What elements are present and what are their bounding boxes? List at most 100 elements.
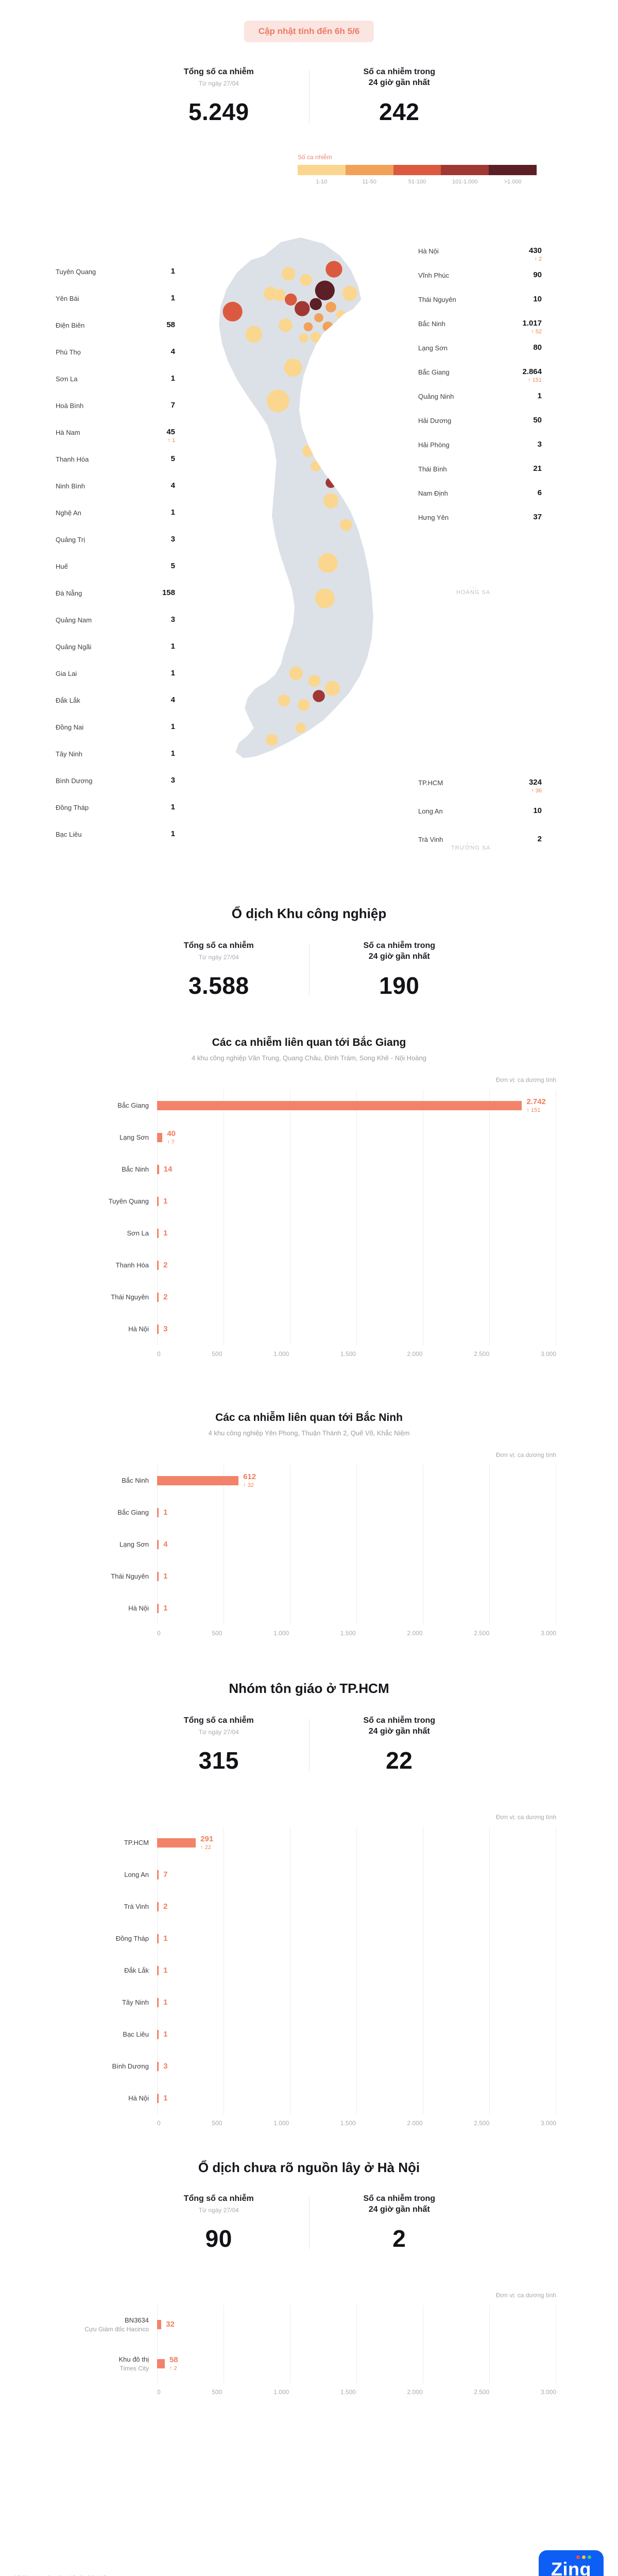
bar: [157, 1965, 159, 1975]
province-name: Đồng Tháp: [56, 804, 89, 811]
axis-tick-label: 500: [212, 1350, 222, 1358]
chart-gridlines: [157, 1465, 556, 1624]
stat-total-label: Tổng số ca nhiễm: [183, 941, 254, 950]
province-value: 7: [170, 401, 175, 410]
axis-tick-label: 500: [212, 1630, 222, 1637]
province-value: 58: [166, 320, 175, 329]
province-value: 10: [533, 295, 542, 303]
province-name: Đắk Lắk: [56, 697, 80, 704]
province-name: Hải Phòng: [418, 441, 450, 449]
chart-rows: TP.HCM 291 ↑ 22 Long An 7 Trà Vinh: [62, 1827, 556, 2114]
bar-value: 14: [163, 1164, 173, 1174]
province-stat: Lạng Sơn 80: [418, 343, 542, 367]
province-name: Long An: [418, 807, 443, 815]
regions-bin-101-1000: [295, 301, 336, 702]
bar: [157, 2061, 159, 2071]
bar-value: 4: [163, 1539, 168, 1549]
province-name: Đà Nẵng: [56, 589, 82, 597]
bar-label: Khu đô thị: [118, 2355, 149, 2364]
province-delta: ↑ 2: [534, 256, 542, 262]
update-badge: Cập nhật tính đến 6h 5/6: [244, 21, 374, 42]
province-value: 3: [170, 535, 175, 544]
source-note: Số liệu dựa trên công bố của Bộ Y tế: [13, 2575, 106, 2576]
bar-delta: ↑ 151: [526, 1107, 541, 1113]
section-title-religious: Nhóm tôn giáo ở TP.HCM: [229, 1681, 389, 1696]
bar-value: 32: [166, 2319, 175, 2329]
legend-bin-label: 11-50: [362, 179, 376, 185]
map-left-labels: Tuyên Quang 1 Yên Bái 1 Điện Biên 58: [56, 267, 175, 856]
x-axis-ticks: 0 500 1.000 1.500 2.000 2.500 3.000: [157, 1350, 556, 1358]
province-name: Quảng Trị: [56, 536, 85, 544]
chart-rows: Bắc Ninh 612 ↑ 32 Bắc Giang 1 Lạng Sơ: [62, 1465, 556, 1624]
province-name: Trà Vinh: [418, 836, 443, 843]
section-title-industrial: Ổ dịch Khu công nghiệp: [231, 906, 387, 921]
bar-row: Thanh Hóa 2: [62, 1249, 556, 1281]
axis-tick-label: 1.500: [340, 2388, 356, 2396]
bar-delta: ↑ 32: [243, 1482, 254, 1488]
stat-recent-value: 242: [379, 98, 420, 125]
chart-unit-note: Đơn vị: ca dương tính: [495, 1076, 556, 1083]
bar-label: Lạng Sơn: [119, 1133, 149, 1142]
axis-tick-label: 1.500: [340, 2120, 356, 2127]
x-axis-ticks: 0 500 1.000 1.500 2.000 2.500 3.000: [157, 1630, 556, 1637]
province-name: Hải Dương: [418, 417, 452, 425]
province-name: Tuyên Quang: [56, 268, 96, 276]
province-stat: Đồng Tháp 1: [56, 803, 175, 829]
province-name: Huế: [56, 563, 68, 570]
hanoi-stats: Tổng số ca nhiễm Từ ngày 27/04 90 Số ca …: [129, 2194, 489, 2252]
axis-tick-label: 0: [157, 2120, 161, 2127]
province-stat: Hưng Yên 37: [418, 513, 542, 537]
legend-swatch: [489, 165, 537, 175]
bar-row: Đắk Lắk 1: [62, 1955, 556, 1987]
bar: [157, 2319, 162, 2329]
axis-tick-label: 2.000: [407, 1350, 423, 1358]
bar-label: Bắc Ninh: [122, 1477, 149, 1485]
regions-bin-1-10: [245, 267, 357, 746]
province-name: Vĩnh Phúc: [418, 272, 449, 279]
province-value: 5: [170, 454, 175, 463]
bar-label: BN3634: [125, 2316, 149, 2325]
chart-rows: BN3634 Cựu Giám đốc Hacinco 32 Khu đô thị…: [62, 2305, 556, 2383]
province-name: Phú Thọ: [56, 348, 81, 356]
bar-value: 2: [163, 1292, 168, 1301]
province-delta: ↑ 151: [528, 377, 542, 383]
bar-label: Lạng Sơn: [119, 1540, 149, 1549]
bar-label: Bắc Giang: [117, 1509, 149, 1517]
province-stat: Bắc Giang 2.864 ↑ 151: [418, 367, 542, 392]
province-value: 3: [170, 776, 175, 785]
bar-label: TP.HCM: [124, 1839, 149, 1847]
axis-tick-label: 2.000: [407, 1630, 423, 1637]
province-stat: Quảng Ngãi 1: [56, 642, 175, 669]
chart-unit-note: Đơn vị: ca dương tính: [495, 2292, 556, 2299]
bar-value: 612: [243, 1472, 256, 1482]
bar-row: Khu đô thị Times City 58 ↑ 2: [62, 2344, 556, 2383]
vietnam-map-svg: [219, 237, 373, 758]
bar-row: Đồng Tháp 1: [62, 1923, 556, 1955]
bar: [157, 1101, 522, 1110]
bar-value: 1: [163, 1603, 168, 1613]
stat-total-value: 3.588: [188, 972, 249, 999]
bar: [157, 1260, 159, 1270]
province-name: Yên Bái: [56, 295, 79, 302]
stat-recent-label: Số ca nhiễm trong 24 giờ gần nhất: [363, 67, 436, 87]
bar: [157, 1934, 159, 1943]
stat-total-value: 315: [198, 1747, 239, 1774]
province-stat: Huế 5: [56, 562, 175, 588]
bar-label: Bình Dương: [112, 2062, 149, 2071]
legend-bin-label: 101-1.000: [452, 179, 478, 185]
bar-row: Tây Ninh 1: [62, 1987, 556, 2019]
bar-value: 2: [163, 1260, 168, 1269]
stats-divider: [308, 1719, 310, 1771]
chart-bac-giang: Các ca nhiễm liên quan tới Bắc Giang 4 k…: [62, 1037, 556, 1358]
province-stat: Đà Nẵng 158: [56, 588, 175, 615]
stat-total-label: Tổng số ca nhiễm: [183, 1716, 254, 1725]
bar-label: Đồng Tháp: [115, 1935, 149, 1943]
bar-delta: ↑ 22: [200, 1844, 211, 1851]
zing-logo: Zing: [539, 2550, 604, 2576]
province-name: Bình Dương: [56, 777, 93, 785]
province-value: 10: [533, 806, 542, 815]
bar-delta: ↑ 7: [167, 1139, 175, 1145]
province-stat: Bình Dương 3: [56, 776, 175, 803]
chart-unit-note: Đơn vị: ca dương tính: [495, 1451, 556, 1459]
bar-label: Trà Vinh: [124, 1903, 149, 1911]
